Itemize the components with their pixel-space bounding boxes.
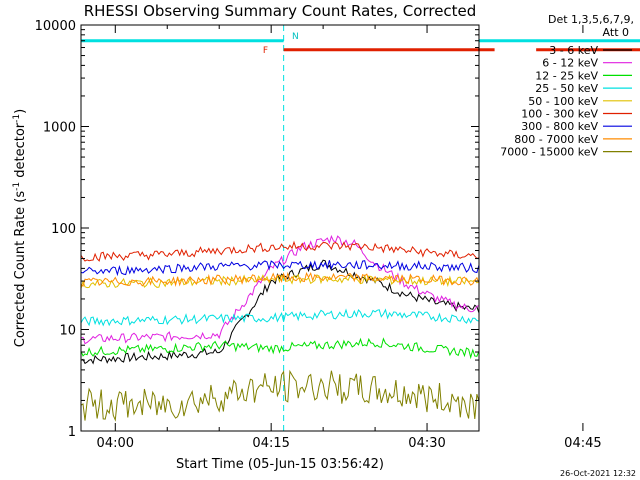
legend-header-line-1: Det 1,3,5,6,7,9, [548, 13, 634, 26]
x-tick-label-04:45: 04:45 [564, 436, 601, 451]
axes-layer: 04:0004:1504:3004:4505:0005:1505:3011010… [35, 19, 602, 451]
series-line-25-50-kev [80, 288, 480, 327]
y-tick-label-1: 1 [68, 425, 76, 440]
y-axis-label-sup1: -1 [12, 182, 22, 191]
footer-date: 26-Oct-2021 12:32 [560, 469, 636, 478]
legend-label-3: 25 - 50 keV [535, 82, 598, 95]
legend-label-5: 100 - 300 keV [521, 108, 598, 121]
series-line-7000-15000-kev [80, 345, 480, 422]
x-tick-label-04:15: 04:15 [252, 436, 289, 451]
chart-title: RHESSI Observing Summary Count Rates, Co… [84, 2, 477, 20]
y-axis-label: Corrected Count Rate (s-1 detector-1) [12, 109, 28, 347]
y-tick-label-10000: 10000 [35, 19, 76, 34]
legend-label-1: 6 - 12 keV [542, 57, 598, 70]
y-tick-label-10: 10 [59, 324, 76, 339]
legend-label-0: 3 - 6 keV [549, 44, 598, 57]
legend-label-2: 12 - 25 keV [535, 69, 598, 82]
y-axis-label-end: ) [13, 109, 28, 114]
legend-label-6: 300 - 800 keV [521, 120, 598, 133]
y-tick-label-100: 100 [51, 222, 76, 237]
series-line-100-300-kev [80, 223, 480, 262]
y-axis-label-sup2: -1 [12, 114, 22, 123]
y-tick-label-1000: 1000 [43, 121, 76, 136]
plot-frame [80, 24, 480, 432]
legend-label-8: 7000 - 15000 keV [500, 146, 598, 159]
flag-label-n: N [292, 32, 299, 42]
legend-label-4: 50 - 100 keV [528, 95, 598, 108]
x-tick-label-04:30: 04:30 [408, 436, 445, 451]
legend-label-7: 800 - 7000 keV [514, 133, 598, 146]
y-axis-label-main: Corrected Count Rate (s [13, 191, 28, 348]
y-axis-label-mid: detector [13, 122, 28, 182]
x-axis-label: Start Time (05-Jun-15 03:56:42) [176, 457, 384, 472]
x-tick-label-04:00: 04:00 [97, 436, 134, 451]
flag-label-f: F [263, 46, 268, 56]
legend-header-line-2: Att 0 [603, 26, 629, 39]
